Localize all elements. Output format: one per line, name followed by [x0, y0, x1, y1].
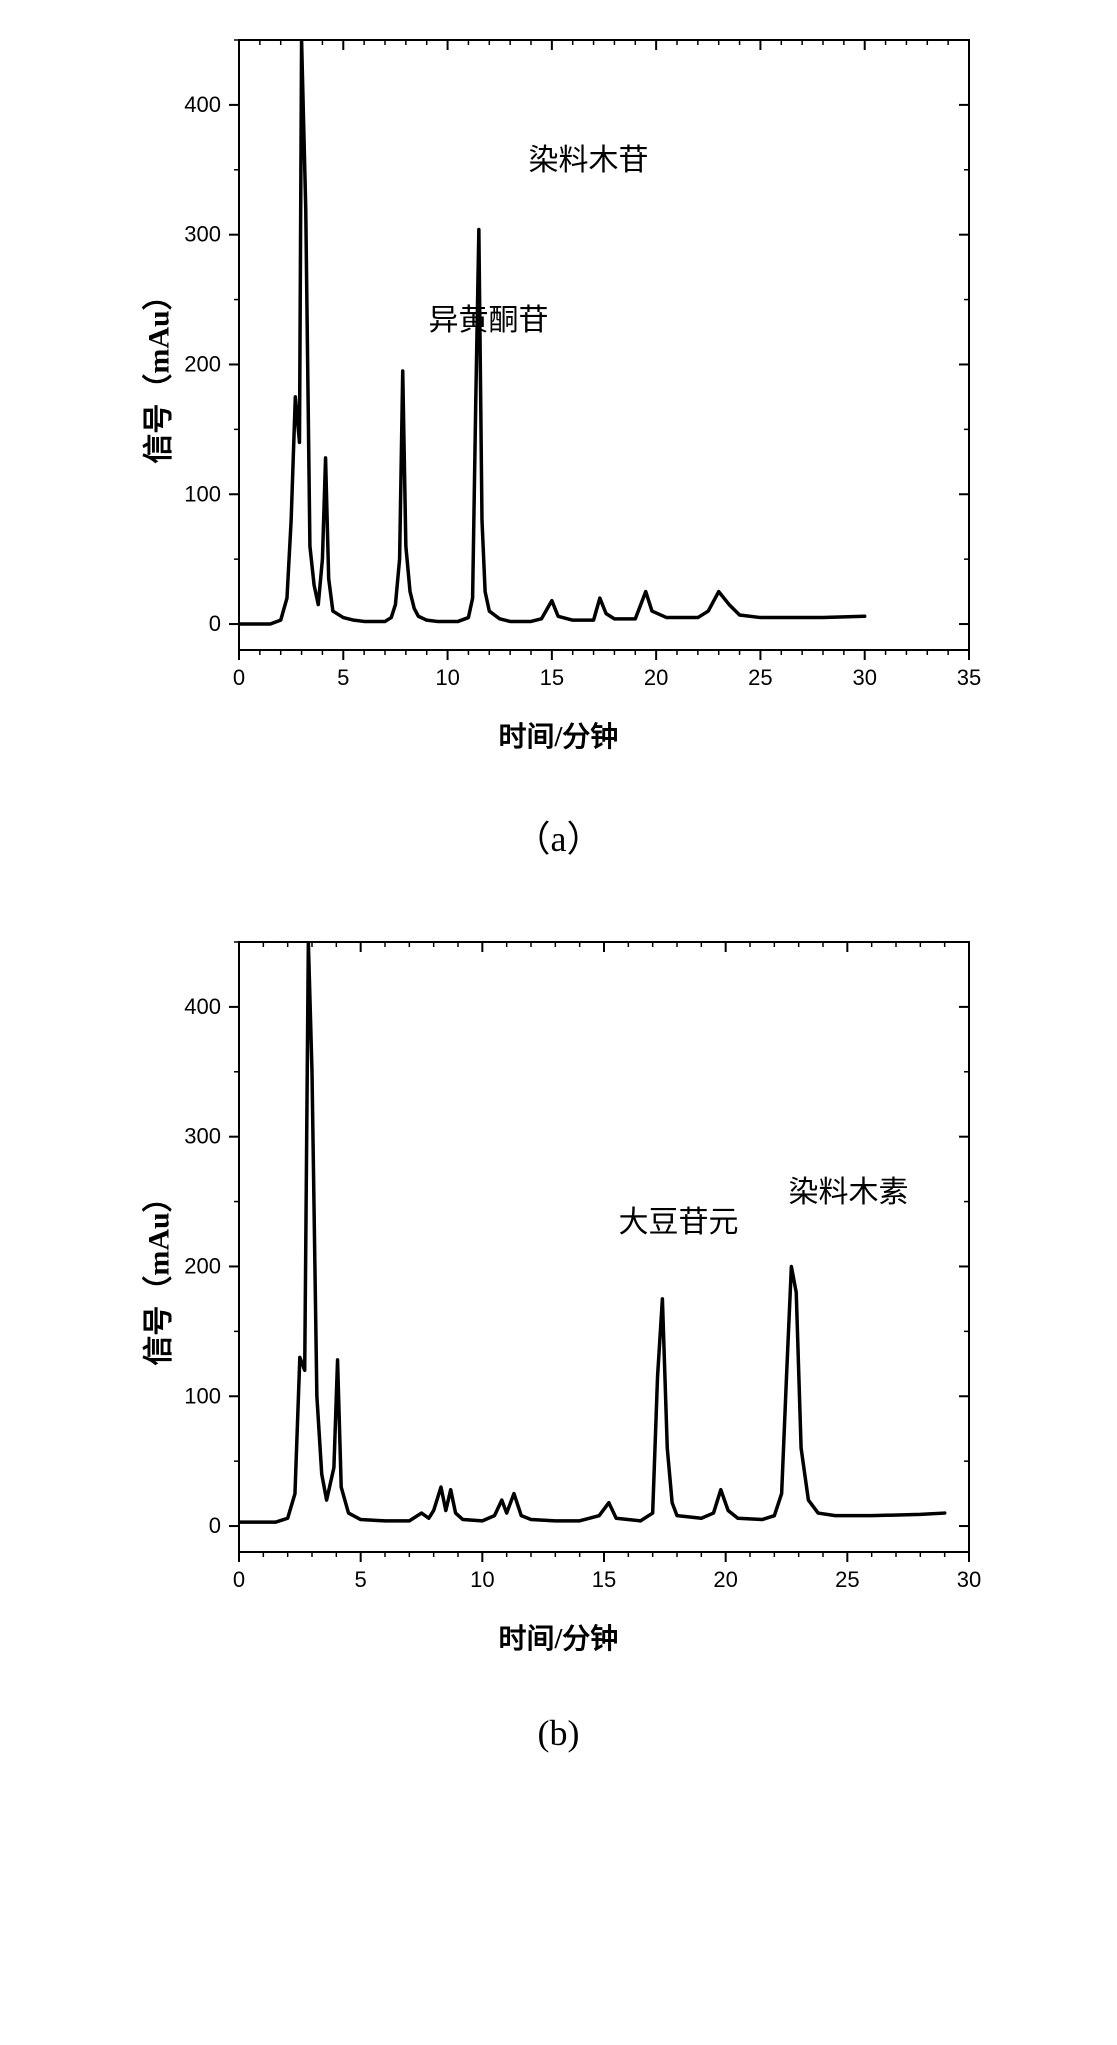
- svg-text:0: 0: [208, 1513, 220, 1538]
- svg-text:200: 200: [184, 1253, 221, 1278]
- svg-text:15: 15: [539, 665, 563, 690]
- svg-text:0: 0: [208, 611, 220, 636]
- svg-text:10: 10: [435, 665, 459, 690]
- svg-text:5: 5: [354, 1567, 366, 1592]
- svg-text:10: 10: [470, 1567, 494, 1592]
- chart-a-peak-label-2: 染料木苷: [529, 135, 649, 179]
- svg-text:100: 100: [184, 1383, 221, 1408]
- chart-b-wrapper: 0510152025300100200300400 信号（mAu） 时间/分钟 …: [119, 922, 999, 1642]
- svg-text:200: 200: [184, 351, 221, 376]
- svg-text:25: 25: [835, 1567, 859, 1592]
- chart-a-ylabel: 信号（mAu）: [133, 280, 177, 463]
- svg-text:35: 35: [956, 665, 980, 690]
- svg-text:0: 0: [232, 665, 244, 690]
- svg-text:30: 30: [956, 1567, 980, 1592]
- svg-text:15: 15: [591, 1567, 615, 1592]
- svg-text:30: 30: [852, 665, 876, 690]
- svg-text:5: 5: [337, 665, 349, 690]
- chart-b-xlabel: 时间/分钟: [499, 1617, 619, 1657]
- chart-a-svg: 0 5 10 15 20 25 30 35 0 100 200 300 400: [119, 20, 999, 740]
- svg-text:25: 25: [748, 665, 772, 690]
- chart-b-caption: (b): [538, 1712, 580, 1754]
- chart-a-caption: （a）: [515, 810, 603, 862]
- svg-text:20: 20: [643, 665, 667, 690]
- svg-text:300: 300: [184, 222, 221, 247]
- chart-b-ylabel: 信号（mAu）: [133, 1182, 177, 1365]
- svg-text:300: 300: [184, 1124, 221, 1149]
- chart-b-svg: 0510152025300100200300400: [119, 922, 999, 1642]
- svg-text:100: 100: [184, 481, 221, 506]
- svg-text:0: 0: [232, 1567, 244, 1592]
- chart-b-peak-label-1: 大豆苷元: [619, 1197, 739, 1241]
- svg-text:400: 400: [184, 994, 221, 1019]
- svg-text:20: 20: [713, 1567, 737, 1592]
- chart-b-peak-label-2: 染料木素: [789, 1167, 909, 1211]
- chart-a-xlabel: 时间/分钟: [499, 715, 619, 755]
- chart-a-peak-label-1: 异黄酮苷: [429, 295, 549, 339]
- chart-a-wrapper: 051015202530350100200300400 信号（mAu） 时间/分…: [119, 20, 999, 740]
- svg-text:400: 400: [184, 92, 221, 117]
